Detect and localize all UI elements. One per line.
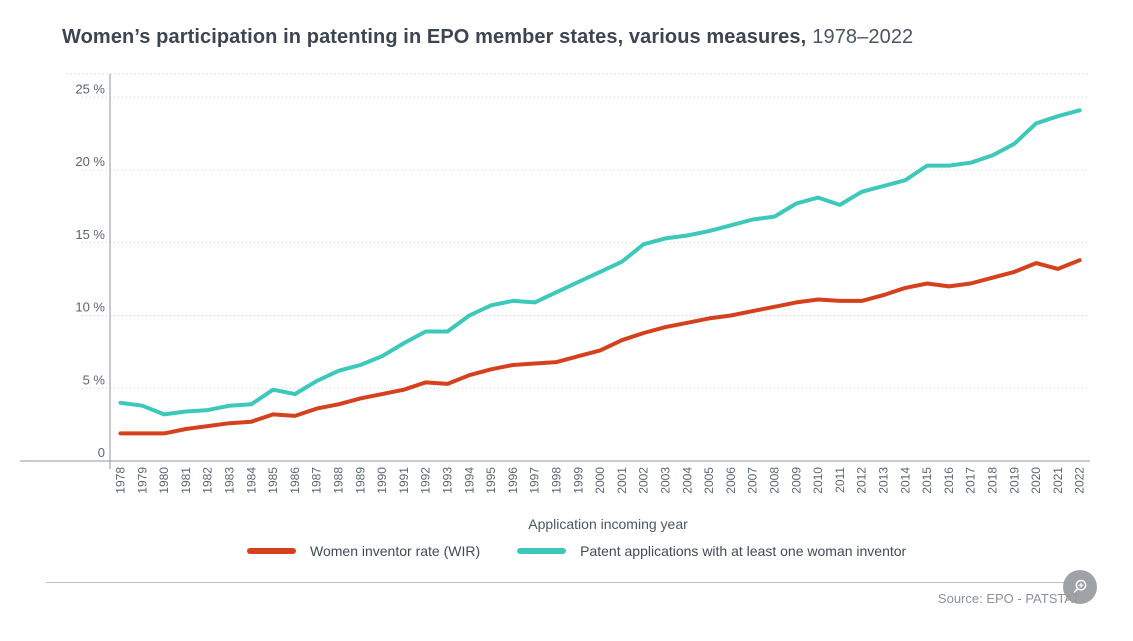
x-axis-tick-label: 1994	[462, 467, 476, 494]
x-axis-tick-label: 1989	[353, 467, 367, 494]
x-axis-tick-label: 2003	[659, 467, 673, 494]
y-axis-tick-label: 0	[98, 445, 105, 460]
x-axis-tick-label: 1993	[441, 467, 455, 494]
x-axis-tick-label: 2009	[789, 467, 803, 494]
woman-inventor-line	[118, 108, 1082, 417]
y-axis-tick-label: 10 %	[75, 300, 105, 315]
x-axis-tick-label: 2004	[680, 467, 694, 494]
x-axis-tick-label: 1999	[571, 467, 585, 494]
x-axis-tick-label: 1986	[288, 467, 302, 494]
x-axis-tick-label: 1981	[179, 467, 193, 494]
x-axis-tick-label: 2012	[855, 467, 869, 494]
y-axis-tick-label: 20 %	[75, 154, 105, 169]
x-axis-tick-label: 2017	[964, 467, 978, 494]
x-axis-tick-label: 2020	[1029, 467, 1043, 494]
y-axis-tick-label: 25 %	[75, 81, 105, 96]
legend-label-woman-inventor: Patent applications with at least one wo…	[580, 543, 907, 559]
woman-inventor-line-swatch	[517, 548, 567, 554]
x-axis-tick-label: 1980	[157, 467, 171, 494]
x-axis-tick-label: 2007	[746, 467, 760, 494]
chart-title: Women’s participation in patenting in EP…	[62, 26, 913, 49]
x-axis-tick-label: 1983	[223, 467, 237, 494]
wir-line	[118, 258, 1082, 436]
x-axis-tick-label: 2006	[724, 467, 738, 494]
x-axis-tick-label: 2008	[768, 467, 782, 494]
x-axis-tick-label: 1979	[135, 467, 149, 494]
x-axis-tick-label: 1978	[114, 467, 128, 494]
wir-line-swatch	[247, 548, 296, 554]
legend-item-wir[interactable]: Women inventor rate (WIR)	[247, 543, 480, 559]
x-axis-tick-label: 1997	[528, 467, 542, 494]
x-axis-tick-label: 1984	[244, 467, 258, 494]
x-axis-tick-label: 1998	[550, 467, 564, 494]
x-axis-tick-label: 2014	[898, 467, 912, 494]
legend: Women inventor rate (WIR) Patent applica…	[247, 543, 906, 559]
x-axis-tick-label: 2015	[920, 467, 934, 494]
magnifier-plus-icon	[1073, 579, 1087, 593]
x-axis-tick-label: 1992	[419, 467, 433, 494]
x-axis-tick-label: 2011	[833, 467, 847, 493]
x-axis-tick-label: 2005	[702, 467, 716, 494]
x-axis-tick-label: 2022	[1073, 467, 1087, 494]
x-axis-tick-label: 1985	[266, 467, 280, 494]
x-axis-tick-label: 2021	[1051, 467, 1065, 494]
x-axis-tick-label: 2010	[811, 467, 825, 494]
x-axis-tick-label: 2019	[1007, 467, 1021, 494]
legend-item-woman-inventor[interactable]: Patent applications with at least one wo…	[517, 543, 906, 559]
y-axis-tick-label: 15 %	[75, 227, 105, 242]
zoom-button[interactable]	[1063, 570, 1097, 604]
x-axis-tick-label: 1991	[397, 467, 411, 494]
legend-label-wir: Women inventor rate (WIR)	[310, 543, 481, 559]
x-axis-tick-label: 2000	[593, 467, 607, 494]
x-axis-tick-label: 2001	[615, 467, 629, 494]
x-axis-tick-label: 1995	[484, 467, 498, 494]
chart-title-range: 1978–2022	[812, 26, 914, 48]
x-axis-tick-label: 2018	[986, 467, 1000, 494]
source-text: Source: EPO - PATSTAT	[937, 591, 1080, 606]
x-axis-tick-label: 1982	[201, 467, 215, 494]
footer-divider	[46, 582, 1092, 583]
y-axis-tick-label: 5 %	[83, 372, 106, 387]
x-axis-tick-label: 1987	[310, 467, 324, 494]
x-axis-tick-label: 1996	[506, 467, 520, 494]
x-axis-tick-label: 2002	[637, 467, 651, 494]
x-axis-tick-label: 1990	[375, 467, 389, 494]
x-axis-tick-label: 1988	[332, 467, 346, 494]
chart-title-main: Women’s participation in patenting in EP…	[62, 26, 807, 48]
x-axis-title: Application incoming year	[528, 516, 688, 532]
x-axis-tick-label: 2016	[942, 467, 956, 494]
x-axis-tick-label: 2013	[877, 467, 891, 494]
